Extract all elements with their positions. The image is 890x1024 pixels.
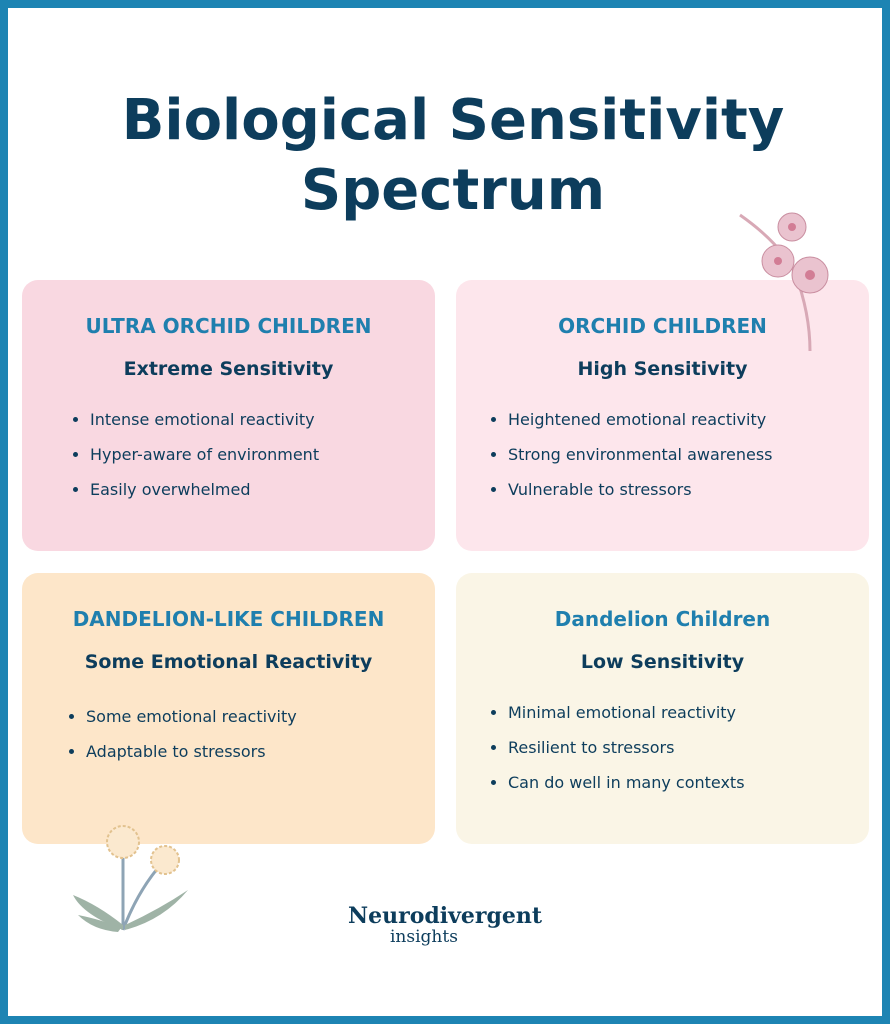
card-list: Some emotional reactivityAdaptable to st… [22,699,435,769]
card: DANDELION-LIKE CHILDREN Some Emotional Re… [22,573,435,844]
card: ORCHID CHILDREN High Sensitivity Heightene… [456,280,869,551]
dandelion-decoration [73,825,188,932]
title: Biological Sensitivity Spectrum [121,88,785,223]
orchid-decoration [739,212,829,352]
card-item: Strong environmental awareness [508,437,869,472]
card-heading: DANDELION-LIKE CHILDREN [72,607,385,631]
card: Dandelion Children Low Sensitivity Minimal… [456,573,869,844]
card-item: Some emotional reactivity [86,699,435,734]
card-subheading: Some Emotional Reactivity [84,651,373,673]
card-item: Easily overwhelmed [90,472,435,507]
logo: Neurodivergent insights [348,903,558,947]
logo-name: Neurodivergent [348,903,543,929]
card-item: Intense emotional reactivity [90,402,435,437]
logo-tagline: insights [390,927,458,947]
card: ULTRA ORCHID CHILDREN Extreme Sensitivity… [22,280,435,551]
card-subheading: High Sensitivity [577,358,748,380]
card-heading: Dandelion Children [554,607,771,631]
card-item: Can do well in many contexts [508,765,869,800]
card-list: Heightened emotional reactivityStrong en… [456,402,869,507]
card-item: Heightened emotional reactivity [508,402,869,437]
card-item: Minimal emotional reactivity [508,695,869,730]
card-subheading: Extreme Sensitivity [123,358,334,380]
card-item: Vulnerable to stressors [508,472,869,507]
card-item: Adaptable to stressors [86,734,435,769]
card-item: Hyper-aware of environment [90,437,435,472]
card-heading: ULTRA ORCHID CHILDREN [85,314,372,338]
card-item: Resilient to stressors [508,730,869,765]
card-subheading: Low Sensitivity [580,651,745,673]
card-list: Intense emotional reactivityHyper-aware … [22,402,435,507]
card-heading: ORCHID CHILDREN [558,314,767,338]
card-list: Minimal emotional reactivityResilient to… [456,695,869,800]
